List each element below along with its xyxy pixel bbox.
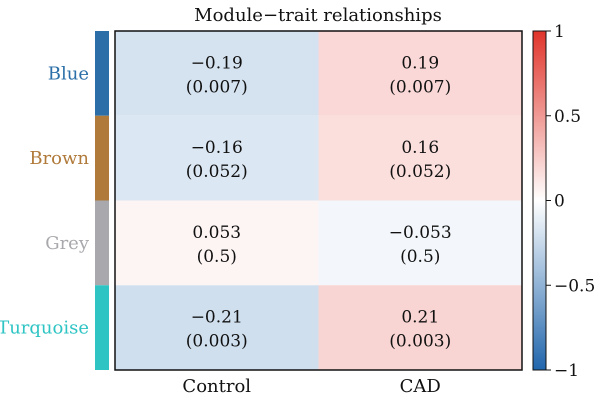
heatmap-cell bbox=[115, 200, 319, 286]
module-color-bar-blue bbox=[95, 31, 109, 116]
colorbar bbox=[532, 30, 547, 371]
cell-pvalue-label: (0.007) bbox=[186, 77, 248, 97]
cell-pvalue-label: (0.003) bbox=[389, 332, 451, 352]
heatmap-frame bbox=[114, 30, 523, 371]
row-label-turquoise: Turquoise bbox=[0, 318, 89, 339]
column-label-cad: CAD bbox=[400, 376, 441, 397]
colorbar-tick-label: 0 bbox=[554, 192, 565, 212]
cell-pvalue-label: (0.007) bbox=[389, 77, 451, 97]
cell-pvalue-label: (0.5) bbox=[400, 247, 440, 267]
colorbar-tick-label: 1 bbox=[554, 22, 565, 42]
row-label-grey: Grey bbox=[45, 233, 90, 254]
chart-title: Module−trait relationships bbox=[194, 5, 442, 26]
cell-correlation-label: −0.053 bbox=[389, 223, 452, 243]
cell-correlation-label: −0.21 bbox=[191, 308, 243, 328]
row-labels: Blue Brown Grey Turquoise bbox=[0, 63, 90, 338]
row-label-blue: Blue bbox=[48, 63, 89, 84]
cell-correlation-label: 0.053 bbox=[192, 223, 241, 243]
module-color-bars bbox=[95, 31, 109, 370]
cell-correlation-label: −0.16 bbox=[191, 138, 243, 158]
heatmap-cell bbox=[115, 285, 319, 370]
cell-pvalue-label: (0.5) bbox=[197, 247, 237, 267]
heatmap-cell bbox=[318, 200, 522, 286]
heatmap-cell bbox=[318, 285, 522, 370]
colorbar-tick-label: 0.5 bbox=[554, 107, 581, 127]
cell-pvalue-label: (0.052) bbox=[186, 162, 248, 182]
colorbar-tick-label: −0.5 bbox=[554, 276, 595, 296]
heatmap-cell bbox=[318, 115, 522, 201]
cell-correlation-label: −0.19 bbox=[191, 53, 243, 73]
heatmap-cell bbox=[115, 115, 319, 201]
row-label-brown: Brown bbox=[29, 148, 89, 169]
module-color-bar-brown bbox=[95, 115, 109, 201]
column-labels: Control CAD bbox=[182, 376, 440, 397]
colorbar-ticks: 1 0.5 0 −0.5 −1 bbox=[546, 22, 595, 381]
cell-correlation-label: 0.19 bbox=[401, 53, 439, 73]
cell-pvalue-label: (0.052) bbox=[389, 162, 451, 182]
module-color-bar-turquoise bbox=[95, 285, 109, 370]
column-label-control: Control bbox=[182, 376, 251, 397]
cell-pvalue-label: (0.003) bbox=[186, 332, 248, 352]
cell-correlation-label: 0.16 bbox=[401, 138, 439, 158]
heatmap-cell bbox=[115, 31, 319, 116]
heatmap-cells: −0.19 (0.007) 0.19 (0.007) −0.16 (0.052) 0.16 (… bbox=[115, 31, 522, 370]
heatmap-cell bbox=[318, 31, 522, 116]
cell-correlation-label: 0.21 bbox=[401, 308, 439, 328]
module-color-bar-grey bbox=[95, 200, 109, 286]
colorbar-tick-label: −1 bbox=[554, 361, 579, 381]
